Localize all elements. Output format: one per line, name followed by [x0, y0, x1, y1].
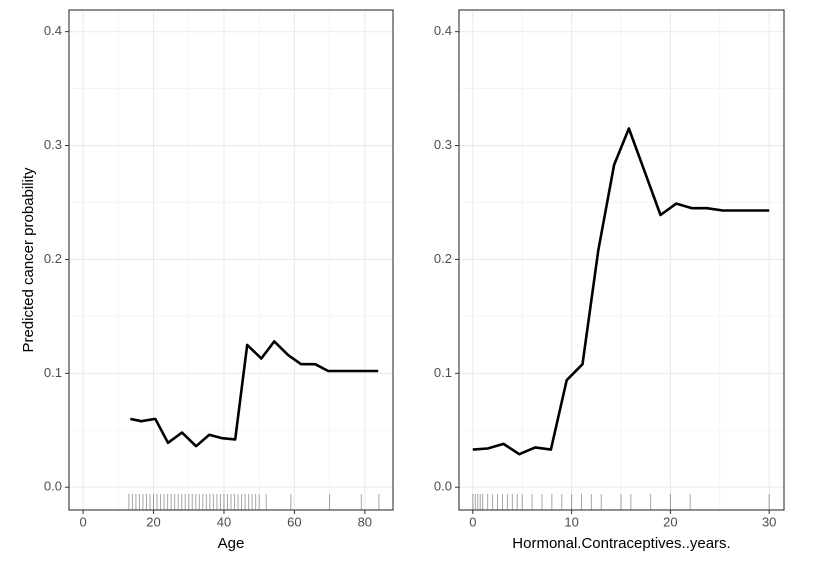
x-axis-title: Age	[218, 535, 245, 552]
y-tick-label: 0.0	[434, 479, 452, 494]
x-tick-label: 10	[564, 514, 578, 529]
x-axis-title: Hormonal.Contraceptives..years.	[512, 535, 730, 552]
x-tick-label: 20	[663, 514, 677, 529]
y-tick-label: 0.3	[434, 137, 452, 152]
y-tick-label: 0.3	[44, 137, 62, 152]
y-tick-label: 0.0	[44, 479, 62, 494]
line-series	[472, 127, 770, 456]
y-tick-label: 0.4	[434, 23, 452, 38]
x-tick-label: 0	[469, 514, 476, 529]
y-tick-label: 0.2	[434, 251, 452, 266]
x-tick-label: 40	[217, 514, 231, 529]
y-tick-label: 0.1	[44, 365, 62, 380]
line-series	[130, 340, 379, 448]
x-tick-label: 80	[358, 514, 372, 529]
x-tick-label: 20	[146, 514, 160, 529]
panel-border	[458, 9, 785, 511]
x-tick-label: 0	[79, 514, 86, 529]
y-tick-label: 0.1	[434, 365, 452, 380]
panel-border	[68, 9, 394, 511]
x-tick-label: 30	[762, 514, 776, 529]
y-axis-title: Predicted cancer probability	[20, 167, 37, 353]
x-tick-label: 60	[287, 514, 301, 529]
y-tick-label: 0.2	[44, 251, 62, 266]
y-tick-label: 0.4	[44, 23, 62, 38]
